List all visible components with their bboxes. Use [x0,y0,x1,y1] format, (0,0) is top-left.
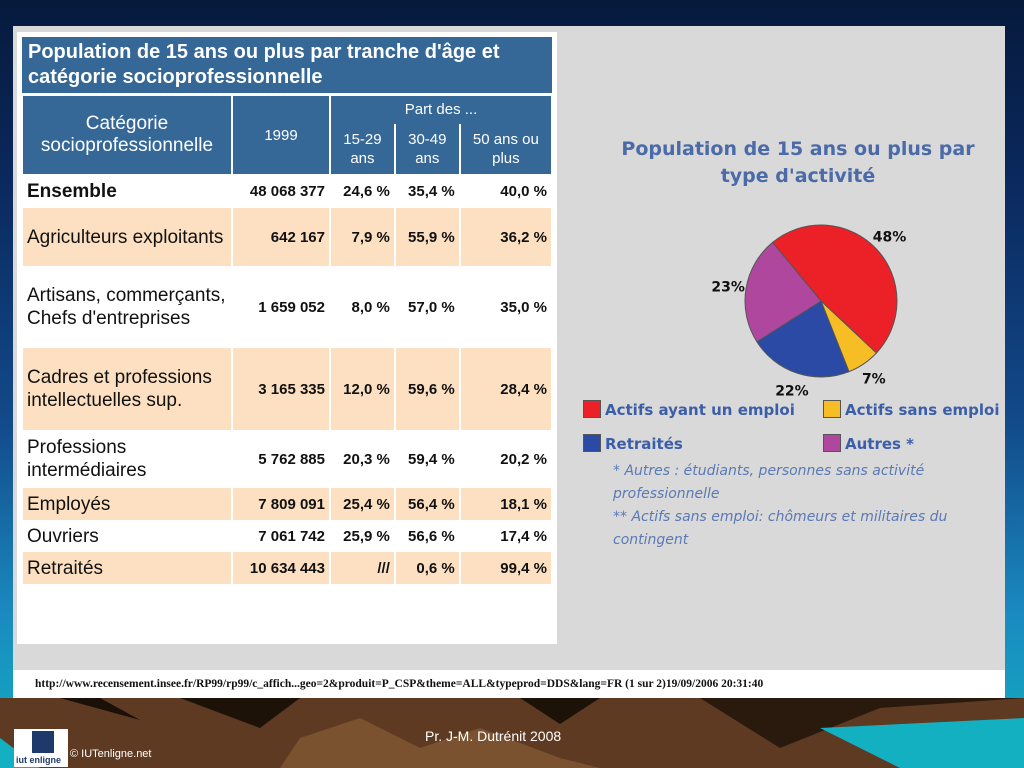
row-total: 48 068 377 [249,182,325,200]
row-30-49: 59,6 % [395,348,459,430]
row-50-plus: 17,4 % [500,527,547,545]
chart-notes: * Autres : étudiants, personnes sans act… [613,460,1005,560]
row-30-49: 55,9 % [395,208,459,266]
header-age-30-49: 30-49 ans [395,123,459,174]
author-footer: Pr. J-M. Dutrénit 2008 [425,728,562,744]
row-15-29: 24,6 % [343,182,390,200]
row-category: Ensemble [27,180,117,202]
row-15-29: 8,0 % [351,298,390,316]
row-50-plus: 28,4 % [460,348,551,430]
legend-label: Actifs ayant un emploi [605,401,795,419]
row-30-49: 56,4 % [395,488,459,520]
row-50-plus: 18,1 % [460,488,551,520]
row-total: 5 762 885 [258,450,325,468]
legend: Actifs ayant un emploi Actifs sans emplo… [573,396,1005,456]
copyright-text: © IUTenligne.net [70,748,152,760]
table-row: Retraités 10 634 443 /// 0,6 % 99,4 % [23,552,551,584]
row-15-29: 12,0 % [331,348,394,430]
row-30-49: 56,6 % [408,527,455,545]
legend-item-actifs-sans-emploi: Actifs sans emploi [823,400,1000,419]
row-15-29: 20,3 % [343,450,390,468]
source-bar [13,670,1005,698]
table-row: Cadres et professions intellectuelles su… [23,348,551,430]
population-table: Catégorie socioprofessionnelle 1999 Part… [21,96,553,584]
iut-logo: iut enligne [14,729,68,767]
legend-label: Actifs sans emploi [845,401,1000,419]
row-50-plus: 35,0 % [500,298,547,316]
header-age-15-29: 15-29 ans [331,123,394,174]
pie-label-1: 7% [862,372,886,388]
row-50-plus: 40,0 % [500,182,547,200]
pie-slice-3 [744,241,822,343]
header-category: Catégorie socioprofessionnelle [23,96,231,174]
row-total: 7 061 742 [258,527,325,545]
table-row: Agriculteurs exploitants 642 167 7,9 % 5… [23,208,551,266]
chart-title: Population de 15 ans ou plus par type d'… [621,138,975,187]
note-line: professionnelle [613,486,720,502]
note-line: contingent [613,532,689,548]
logo-text: iut enligne [16,755,61,765]
table-row: Ouvriers 7 061 742 25,9 % 56,6 % 17,4 % [23,520,551,552]
legend-label: Autres * [845,435,915,453]
legend-swatch [583,400,601,418]
header-year: 1999 [233,96,329,174]
legend-item-retraites: Retraités [583,434,683,453]
row-30-49: 0,6 % [395,552,459,584]
table-area: Population de 15 ans ou plus par tranche… [17,32,557,644]
legend-swatch [823,434,841,452]
row-15-29: 25,9 % [343,527,390,545]
row-total: 7 809 091 [233,488,329,520]
table-title: Population de 15 ans ou plus par tranche… [21,36,553,94]
mountain-backdrop [0,698,1024,768]
table-row: Artisans, commerçants, Chefs d'entrepris… [23,266,551,348]
row-category: Retraités [23,552,231,584]
header-age-50-plus: 50 ans ou plus [460,123,551,174]
pie-chart: 48% 7% 22% 23% [711,224,907,396]
table-row: Ensemble 48 068 377 24,6 % 35,4 % 40,0 % [23,174,551,208]
legend-item-autres: Autres * [823,434,915,453]
pie-chart-area: Population de 15 ans ou plus par type d'… [573,126,1005,566]
pie-label-3: 23% [711,279,745,295]
row-category: Ouvriers [27,525,99,547]
pie-label-0: 48% [873,230,907,246]
note-line: ** Actifs sans emploi: chômeurs et milit… [613,509,948,525]
row-total: 3 165 335 [233,348,329,430]
legend-label: Retraités [605,435,683,453]
legend-swatch [823,400,841,418]
legend-item-actifs-emploi: Actifs ayant un emploi [583,400,795,419]
header-part: Part des ... [331,96,551,124]
row-total: 1 659 052 [258,298,325,316]
row-50-plus: 99,4 % [460,552,551,584]
pie-label-2: 22% [775,383,809,396]
source-url: http://www.recensement.insee.fr/RP99/rp9… [35,678,764,690]
row-total: 10 634 443 [233,552,329,584]
legend-swatch [583,434,601,452]
logo-mark [32,731,54,753]
row-50-plus: 36,2 % [460,208,551,266]
row-15-29: 7,9 % [331,208,394,266]
pie-slice-0 [771,224,898,354]
row-category: Professions intermédiaires [27,437,147,481]
content-panel: Population de 15 ans ou plus par tranche… [13,26,1005,698]
row-30-49: 35,4 % [408,182,455,200]
row-total: 642 167 [233,208,329,266]
table-row: Professions intermédiaires 5 762 885 20,… [23,430,551,488]
row-30-49: 59,4 % [408,450,455,468]
pie-slice-2 [756,300,850,378]
row-category: Artisans, commerçants, Chefs d'entrepris… [27,285,226,329]
note-line: * Autres : étudiants, personnes sans act… [613,463,925,479]
row-15-29: 25,4 % [331,488,394,520]
row-category: Cadres et professions intellectuelles su… [23,348,231,430]
row-category: Employés [23,488,231,520]
table-row: Employés 7 809 091 25,4 % 56,4 % 18,1 % [23,488,551,520]
row-category: Agriculteurs exploitants [23,208,231,266]
row-30-49: 57,0 % [408,298,455,316]
row-15-29: /// [331,552,394,584]
row-50-plus: 20,2 % [500,450,547,468]
